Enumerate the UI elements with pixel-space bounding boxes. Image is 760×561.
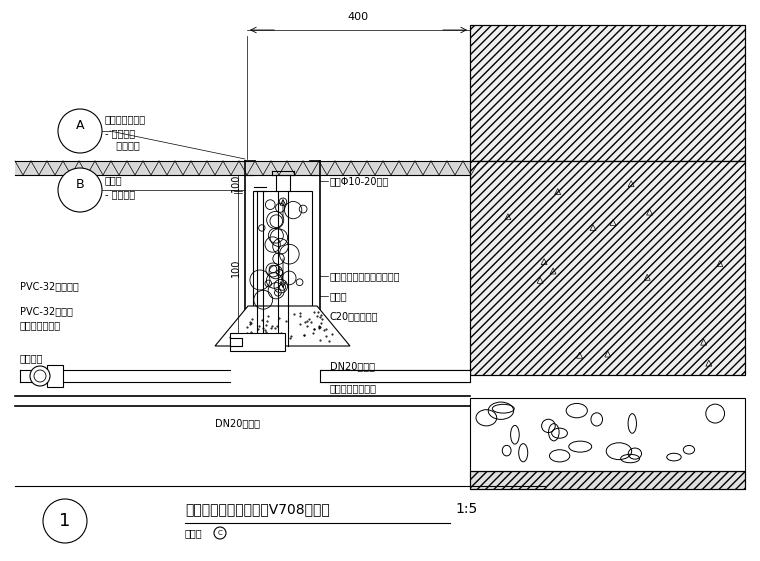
Text: DN20短接管: DN20短接管: [215, 418, 260, 428]
Bar: [15, 161, 470, 175]
Text: 填满Φ10-20碎石: 填满Φ10-20碎石: [330, 176, 389, 186]
Text: B: B: [76, 177, 84, 191]
Circle shape: [58, 168, 102, 212]
Text: PVC-32排水管: PVC-32排水管: [20, 306, 73, 316]
Text: 100: 100: [231, 174, 241, 192]
Text: 1:5: 1:5: [455, 502, 477, 516]
Bar: [230, 338, 242, 346]
Text: C20混凝土填实: C20混凝土填实: [330, 311, 378, 321]
Text: 丁字管接: 丁字管接: [20, 353, 43, 363]
Circle shape: [58, 109, 102, 153]
Text: 400: 400: [348, 12, 369, 22]
Text: - 查向图详: - 查向图详: [105, 128, 135, 138]
Bar: [320, 370, 470, 382]
Text: 全铜快速接接栓: 全铜快速接接栓: [105, 114, 146, 124]
Bar: [470, 25, 745, 161]
Text: 图件：: 图件：: [185, 528, 203, 538]
Text: 1: 1: [59, 512, 71, 530]
Bar: [230, 333, 285, 351]
Text: A: A: [76, 118, 84, 131]
Text: 外牙接: 外牙接: [330, 291, 347, 301]
Text: 快速接水栓安装详图（V708阀箱）: 快速接水栓安装详图（V708阀箱）: [185, 502, 330, 516]
Text: PVC-32排水篮子: PVC-32排水篮子: [20, 281, 79, 291]
Bar: [470, 398, 745, 471]
Text: DN20短接管: DN20短接管: [330, 361, 375, 371]
Circle shape: [214, 527, 226, 539]
Text: 种植土面: 种植土面: [110, 140, 140, 150]
Circle shape: [43, 499, 87, 543]
Bar: [253, 191, 312, 306]
Bar: [470, 25, 745, 161]
Circle shape: [30, 366, 50, 386]
Bar: [470, 161, 745, 375]
Polygon shape: [215, 306, 350, 346]
Text: - 查向图详: - 查向图详: [105, 189, 135, 199]
Text: 接到附近雨水井: 接到附近雨水井: [20, 320, 61, 330]
Circle shape: [34, 370, 46, 382]
Bar: [470, 161, 745, 375]
Bar: [470, 471, 745, 489]
Text: 主线上分段设阀门: 主线上分段设阀门: [330, 383, 377, 393]
Text: 阀门箱: 阀门箱: [105, 175, 122, 185]
Bar: [47, 365, 63, 387]
Text: C: C: [217, 530, 223, 536]
Bar: [470, 471, 745, 489]
Text: 100: 100: [231, 259, 241, 277]
Text: 成品塑料阀门箱，外观绿色: 成品塑料阀门箱，外观绿色: [330, 271, 401, 281]
